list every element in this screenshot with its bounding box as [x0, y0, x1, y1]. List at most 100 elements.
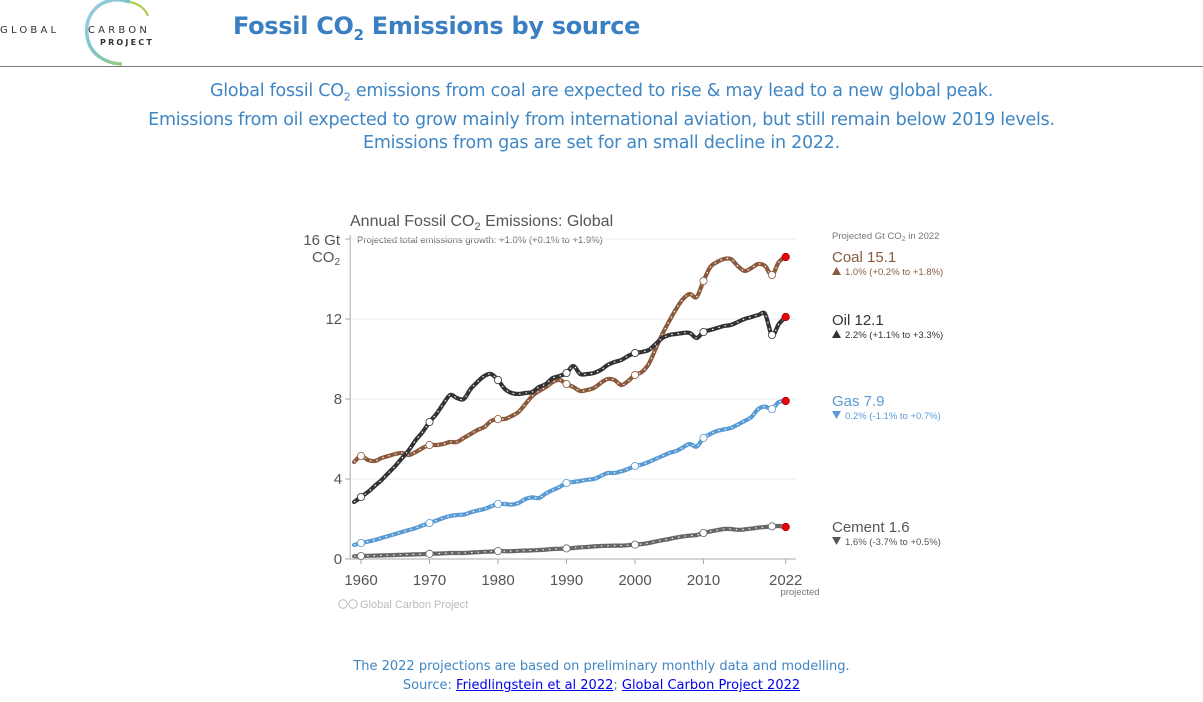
global-carbon-project-logo: GLOBAL CARBON PROJECT — [0, 0, 180, 66]
credit-text: Global Carbon Project — [360, 599, 468, 611]
marker-oil-1960 — [356, 492, 365, 501]
legend-label-cement: Cement 1.6 — [832, 519, 910, 536]
marker-gas-1970 — [425, 519, 434, 528]
total-growth-annotation: Projected total emissions growth: +1.0% … — [357, 235, 603, 246]
subtitle-block: Global fossil CO2 emissions from coal ar… — [0, 80, 1203, 154]
y-tick-label-8: 8 — [334, 391, 342, 408]
triangle-up-icon — [832, 267, 841, 275]
legend-label-coal: Coal 15.1 — [832, 249, 896, 266]
page-title-post: Emissions by source — [363, 12, 641, 40]
x-tick-label-1990: 1990 — [550, 572, 583, 589]
series-coal — [352, 252, 790, 465]
marker-cement-1960 — [356, 552, 365, 561]
x-tick-label-1970: 1970 — [413, 572, 446, 589]
footer-note: The 2022 projections are based on prelim… — [353, 659, 850, 674]
grid-lines — [350, 238, 796, 560]
marker-cement-2020 — [768, 522, 777, 531]
footer: The 2022 projections are based on prelim… — [0, 657, 1203, 695]
marker-gas-1980 — [493, 499, 502, 508]
logo-text-global: GLOBAL — [0, 25, 60, 36]
marker-cement-2000 — [631, 540, 640, 549]
page-title-sub: 2 — [353, 25, 364, 44]
friedlingstein-link[interactable]: Friedlingstein et al 2022 — [456, 678, 614, 693]
marker-cement-1970 — [425, 549, 434, 558]
logo-text-project: PROJECT — [100, 38, 154, 47]
triangle-down-icon — [832, 411, 841, 419]
legend-item-oil: Oil 12.12.2% (+1.1% to +3.3%) — [832, 312, 943, 341]
y-tick-label-4: 4 — [334, 471, 342, 488]
projected-marker-gas — [781, 396, 790, 406]
marker-coal-1970 — [425, 440, 434, 449]
subtitle-line-1-pre: Global fossil CO — [209, 81, 344, 101]
line-dots-gas — [353, 400, 786, 546]
logo-text-carbon: CARBON — [88, 25, 151, 36]
series-gas — [352, 396, 790, 548]
subtitle-line-1: Global fossil CO2 emissions from coal ar… — [0, 80, 1203, 109]
subtitle-line-3: Emissions from gas are set for an small … — [363, 132, 840, 153]
y-tick-label-12: 12 — [325, 311, 342, 328]
series-cement — [352, 522, 790, 561]
y-axis-unit-line1: 16 Gt — [303, 232, 341, 249]
projected-marker-cement — [781, 522, 790, 532]
triangle-up-icon — [832, 330, 841, 338]
marker-oil-1980 — [493, 375, 502, 384]
y-axis-unit-line2: CO2 — [312, 249, 341, 268]
legend: Projected Gt CO2 in 2022 Coal 15.11.0% (… — [832, 231, 943, 548]
subtitle-line-1-post: emissions from coal are expected to rise… — [350, 81, 994, 101]
line-cement — [352, 523, 788, 559]
x-tick-label-2010: 2010 — [687, 572, 720, 589]
axes: 0 4 8 12 1960 1970 1980 1990 2000 2010 2022 — [325, 235, 802, 589]
legend-item-gas: Gas 7.90.2% (-1.1% to +0.7%) — [832, 393, 941, 422]
marker-cement-2010 — [699, 529, 708, 538]
logo-arc-icon — [84, 0, 149, 66]
x-axis-projected-label: projected — [780, 587, 819, 598]
marker-oil-1970 — [425, 417, 434, 426]
legend-change-coal: 1.0% (+0.2% to +1.8%) — [845, 267, 943, 278]
marker-oil-2010 — [699, 327, 708, 336]
marker-cement-1980 — [493, 547, 502, 556]
line-dots-oil — [353, 312, 787, 503]
line-oil — [352, 310, 788, 505]
legend-change-gas: 0.2% (-1.1% to +0.7%) — [845, 411, 941, 422]
credit: Global Carbon Project — [338, 599, 468, 611]
footer-source: Source: Friedlingstein et al 2022; Globa… — [0, 676, 1203, 695]
y-tick-label-0: 0 — [334, 551, 342, 568]
legend-label-oil: Oil 12.1 — [832, 312, 884, 329]
source-separator: ; — [613, 678, 622, 693]
marker-gas-1990 — [562, 478, 571, 487]
marker-oil-2020 — [768, 330, 777, 339]
marker-gas-1960 — [356, 539, 365, 548]
page-title: Fossil CO2 Emissions by source — [233, 12, 640, 44]
page-title-pre: Fossil CO — [233, 12, 354, 40]
marker-coal-1990 — [562, 379, 571, 388]
projected-marker-coal — [781, 252, 790, 262]
legend-item-coal: Coal 15.11.0% (+0.2% to +1.8%) — [832, 249, 943, 278]
x-tick-label-1980: 1980 — [481, 572, 514, 589]
marker-coal-1980 — [493, 414, 502, 423]
projected-marker-oil — [781, 312, 790, 322]
marker-cement-1990 — [562, 544, 571, 553]
triangle-down-icon — [832, 537, 841, 545]
marker-gas-2000 — [631, 461, 640, 470]
gcp-link[interactable]: Global Carbon Project 2022 — [621, 678, 801, 693]
marker-gas-2020 — [768, 404, 777, 413]
legend-change-cement: 1.6% (-3.7% to +0.5%) — [845, 537, 941, 548]
subtitle-line-1-sub: 2 — [343, 90, 351, 104]
legend-item-cement: Cement 1.61.6% (-3.7% to +0.5%) — [832, 519, 941, 548]
x-tick-label-2022: 2022 — [769, 572, 802, 589]
source-label: Source: — [402, 678, 457, 693]
header-divider — [0, 66, 1203, 67]
legend-label-gas: Gas 7.9 — [832, 393, 885, 410]
subtitle-line-2: Emissions from oil expected to grow main… — [148, 110, 1055, 130]
marker-coal-2020 — [768, 270, 777, 279]
marker-coal-2010 — [699, 276, 708, 285]
x-tick-label-2000: 2000 — [618, 572, 651, 589]
marker-coal-2000 — [631, 370, 640, 379]
legend-change-oil: 2.2% (+1.1% to +3.3%) — [845, 330, 943, 341]
by-icon — [348, 599, 358, 609]
chart-title: Annual Fossil CO2 Emissions: Global — [350, 213, 613, 233]
series-oil — [352, 310, 790, 505]
legend-header: Projected Gt CO2 in 2022 — [832, 231, 939, 243]
cc-icon — [338, 599, 348, 609]
